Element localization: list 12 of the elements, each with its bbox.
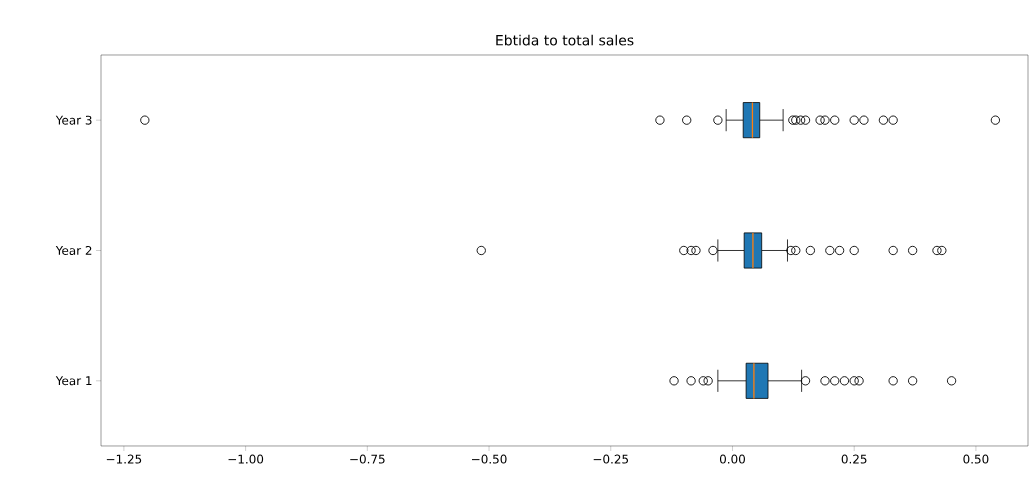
x-tick-label: −1.00: [228, 454, 264, 464]
x-tick-label: 0.00: [719, 454, 745, 464]
y-tick-label: Year 2: [55, 245, 92, 256]
x-tick-label: −1.25: [106, 454, 142, 464]
chart-title: Ebtida to total sales: [496, 34, 634, 46]
x-tick-label: −0.50: [471, 454, 507, 464]
x-tick-label: −0.75: [350, 454, 385, 464]
y-tick-label: Year 3: [55, 115, 92, 125]
x-tick-label: −0.25: [593, 454, 629, 464]
x-tick-label: 0.25: [841, 454, 867, 464]
y-tick-label: Year 1: [55, 376, 92, 386]
x-tick-label: 0.50: [963, 454, 989, 464]
